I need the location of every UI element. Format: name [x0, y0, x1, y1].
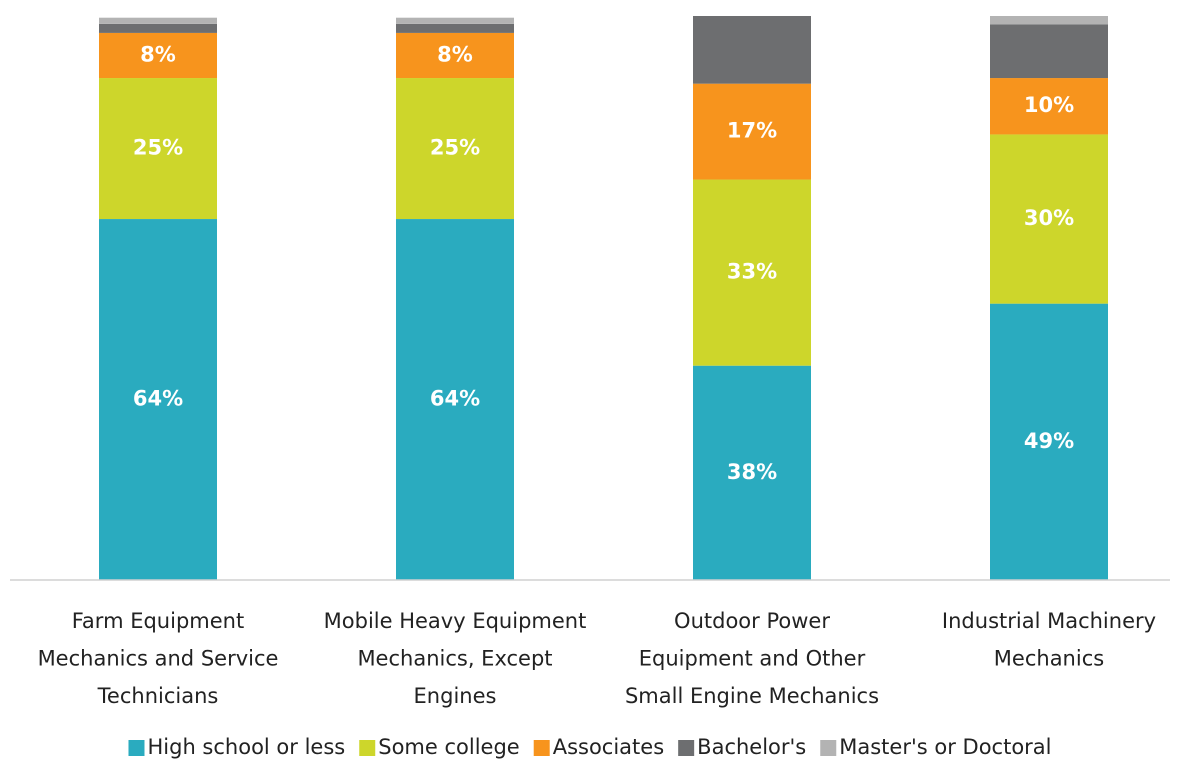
- legend-label: Master's or Doctoral: [839, 735, 1051, 759]
- bar-segment: [99, 23, 217, 33]
- x-tick-label: Outdoor Power Equipment and Other Small En…: [625, 609, 879, 708]
- value-label: 10%: [1024, 93, 1074, 117]
- legend-label: High school or less: [147, 735, 345, 759]
- bar-segment: [396, 78, 514, 220]
- bar-segment: [990, 24, 1108, 79]
- value-label: 25%: [133, 136, 183, 160]
- value-label: 30%: [1024, 206, 1074, 230]
- legend-swatch: [678, 740, 695, 756]
- bar-segment: [693, 16, 811, 84]
- bar-segment: [396, 23, 514, 33]
- bar-segment: [396, 32, 514, 79]
- bar-segment: [99, 78, 217, 220]
- value-label: 33%: [727, 260, 777, 284]
- x-tick-label: Industrial Machinery Mechanics: [942, 609, 1156, 671]
- legend-swatch: [128, 740, 145, 756]
- value-label: 8%: [437, 42, 473, 66]
- bar-segment: [99, 32, 217, 79]
- bar-segment: [990, 78, 1108, 135]
- legend: High school or less Some college Associate…: [128, 735, 1052, 759]
- bar-segment: [990, 303, 1108, 580]
- legend-label: Bachelor's: [697, 735, 806, 759]
- bar-segment: [693, 365, 811, 580]
- bar-segment: [99, 219, 217, 581]
- legend-swatch: [359, 740, 376, 756]
- legend-swatch: [820, 740, 837, 756]
- bar-segment: [693, 83, 811, 180]
- value-label: 38%: [727, 460, 777, 484]
- legend-label: Associates: [553, 735, 664, 759]
- value-label: 64%: [430, 387, 480, 411]
- x-tick-label: Mobile Heavy Equipment Mechanics, Except E…: [324, 609, 587, 708]
- bar-segment: [396, 17, 514, 24]
- bar-segment: [990, 134, 1108, 304]
- value-label: 64%: [133, 387, 183, 411]
- bar-segment: [990, 16, 1108, 25]
- bar-segment: [693, 179, 811, 366]
- legend-label: Some college: [378, 735, 519, 759]
- x-tick-label: Farm Equipment Mechanics and Service Techn…: [38, 609, 279, 708]
- value-label: 17%: [727, 119, 777, 143]
- value-label: 49%: [1024, 429, 1074, 453]
- value-label: 8%: [140, 42, 176, 66]
- bar-segment: [396, 219, 514, 581]
- value-label: 25%: [430, 136, 480, 160]
- bar-segment: [99, 17, 217, 24]
- legend-swatch: [533, 740, 550, 756]
